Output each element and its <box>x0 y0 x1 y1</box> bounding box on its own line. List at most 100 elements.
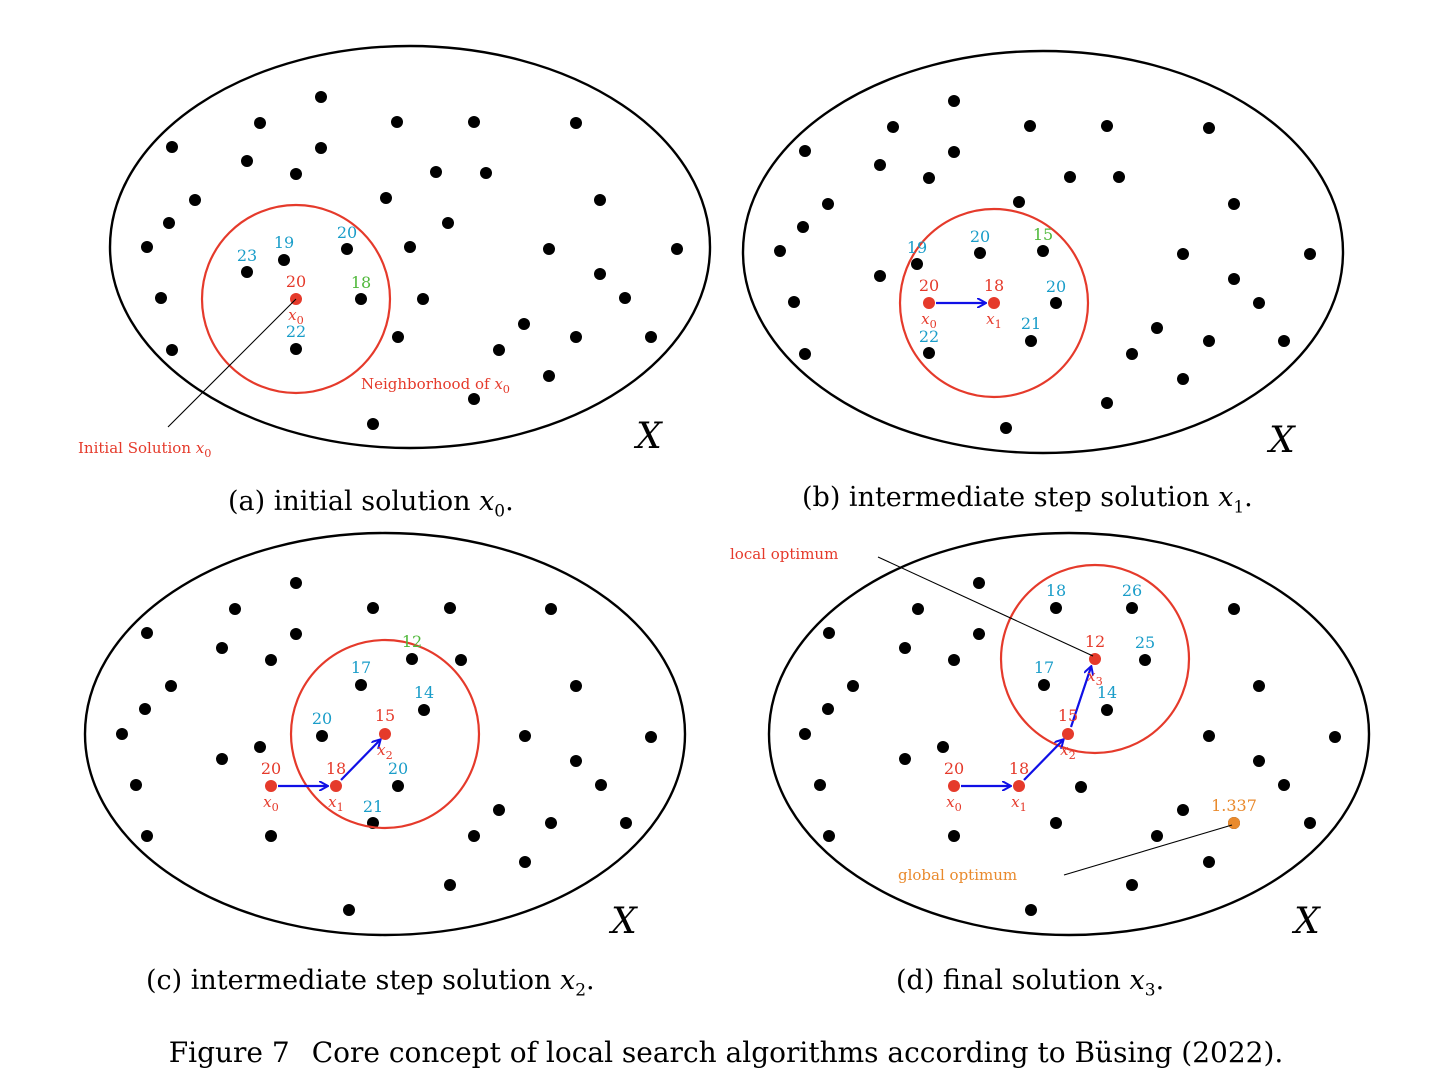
background-a-point <box>543 370 555 382</box>
neighborhood-circle-a <box>200 203 392 395</box>
background-d-point <box>973 577 985 589</box>
background-a-point <box>468 116 480 128</box>
background-c-point <box>620 817 632 829</box>
path-solution-name: x0 <box>921 310 937 331</box>
neighbor-value-label: 17 <box>1034 658 1054 677</box>
background-c-point <box>130 779 142 791</box>
path-point <box>923 297 935 309</box>
neighbor-value-label: 22 <box>919 327 939 346</box>
background-b-point <box>799 145 811 157</box>
background-b-point <box>948 146 960 158</box>
neighbor-value-label: 21 <box>1021 314 1041 333</box>
background-c-point <box>367 602 379 614</box>
current-value-label: 18 <box>984 276 1004 295</box>
background-d-point <box>937 741 949 753</box>
neighbor-point <box>418 704 430 716</box>
background-b-point <box>1000 422 1012 434</box>
background-b-point <box>1024 120 1036 132</box>
background-a-point <box>594 268 606 280</box>
background-c-point <box>141 830 153 842</box>
background-d-point <box>1253 755 1265 767</box>
search-space-ellipse-a <box>108 44 712 450</box>
background-d-point <box>899 642 911 654</box>
search-space-ellipse-d <box>767 531 1371 937</box>
background-d-point <box>912 603 924 615</box>
background-b-point <box>1151 322 1163 334</box>
background-d-point <box>822 703 834 715</box>
background-d-point <box>1177 804 1189 816</box>
caption-a: (a) initial solution x0. <box>228 486 514 522</box>
initial-solution-annotation: Initial Solution x0 <box>78 439 211 460</box>
path-solution-name: x0 <box>946 793 962 814</box>
neighbor-point <box>278 254 290 266</box>
local-optimum-leader-line <box>877 556 1094 657</box>
path-solution-name: x1 <box>328 793 344 814</box>
background-a-point <box>254 117 266 129</box>
background-c-point <box>444 602 456 614</box>
global-optimum-leader-line <box>1063 824 1233 876</box>
background-a-point <box>468 393 480 405</box>
background-c-point <box>141 627 153 639</box>
neighbor-value-label: 23 <box>237 246 257 265</box>
background-a-point <box>166 344 178 356</box>
background-b-point <box>874 270 886 282</box>
path-point <box>948 780 960 792</box>
background-d-point <box>1304 817 1316 829</box>
neighbor-value-label: 17 <box>351 658 371 677</box>
background-c-point <box>493 804 505 816</box>
neighbor-value-label: 19 <box>907 238 927 257</box>
background-d-point <box>1151 830 1163 842</box>
background-d-point <box>1126 879 1138 891</box>
background-a-point <box>404 241 416 253</box>
current-solution-point <box>379 728 391 740</box>
background-d-point <box>847 680 859 692</box>
neighbor-value-label: 20 <box>388 759 408 778</box>
background-b-point <box>1228 273 1240 285</box>
current-value-label: 12 <box>1085 632 1105 651</box>
neighbor-point <box>1101 704 1113 716</box>
best-neighbor-value-label: 15 <box>1033 225 1053 244</box>
neighborhood-circle-b <box>898 207 1090 399</box>
background-a-point <box>155 292 167 304</box>
search-space-label-a: X <box>633 416 663 457</box>
search-space-ellipse-b <box>741 49 1345 455</box>
background-b-point <box>1203 335 1215 347</box>
background-c-point <box>468 830 480 842</box>
background-c-point <box>444 879 456 891</box>
current-solution-name: x2 <box>377 741 393 762</box>
background-d-point <box>1329 731 1341 743</box>
background-c-point <box>645 731 657 743</box>
figure-number: Figure 7 <box>168 1036 290 1069</box>
path-value-label: 18 <box>326 759 346 778</box>
figure-caption-text: Core concept of local search algorithms … <box>311 1036 1284 1069</box>
neighbor-point <box>1126 602 1138 614</box>
search-space-label-b: X <box>1266 420 1296 461</box>
current-solution-name: x3 <box>1087 667 1103 688</box>
background-d-point <box>899 753 911 765</box>
background-a-point <box>543 243 555 255</box>
background-a-point <box>315 91 327 103</box>
neighbor-value-label: 20 <box>1046 277 1066 296</box>
background-b-point <box>923 172 935 184</box>
background-a-point <box>570 117 582 129</box>
background-b-point <box>822 198 834 210</box>
search-space-label-d: X <box>1291 901 1321 942</box>
background-d-point <box>948 830 960 842</box>
background-d-point <box>1278 779 1290 791</box>
background-b-point <box>874 159 886 171</box>
background-b-point <box>1177 373 1189 385</box>
neighbor-point <box>290 343 302 355</box>
path-value-label: 18 <box>1009 759 1029 778</box>
background-a-point <box>367 418 379 430</box>
figure-caption: Figure 7 Core concept of local search alg… <box>0 1036 1452 1069</box>
background-b-point <box>797 221 809 233</box>
path-point <box>1013 780 1025 792</box>
search-space-label-c: X <box>608 901 638 942</box>
background-a-point <box>430 166 442 178</box>
neighbor-point <box>974 247 986 259</box>
neighbor-point <box>1038 679 1050 691</box>
path-value-label: 15 <box>1058 706 1078 725</box>
caption-c: (c) intermediate step solution x2. <box>146 965 595 1001</box>
background-b-point <box>1253 297 1265 309</box>
